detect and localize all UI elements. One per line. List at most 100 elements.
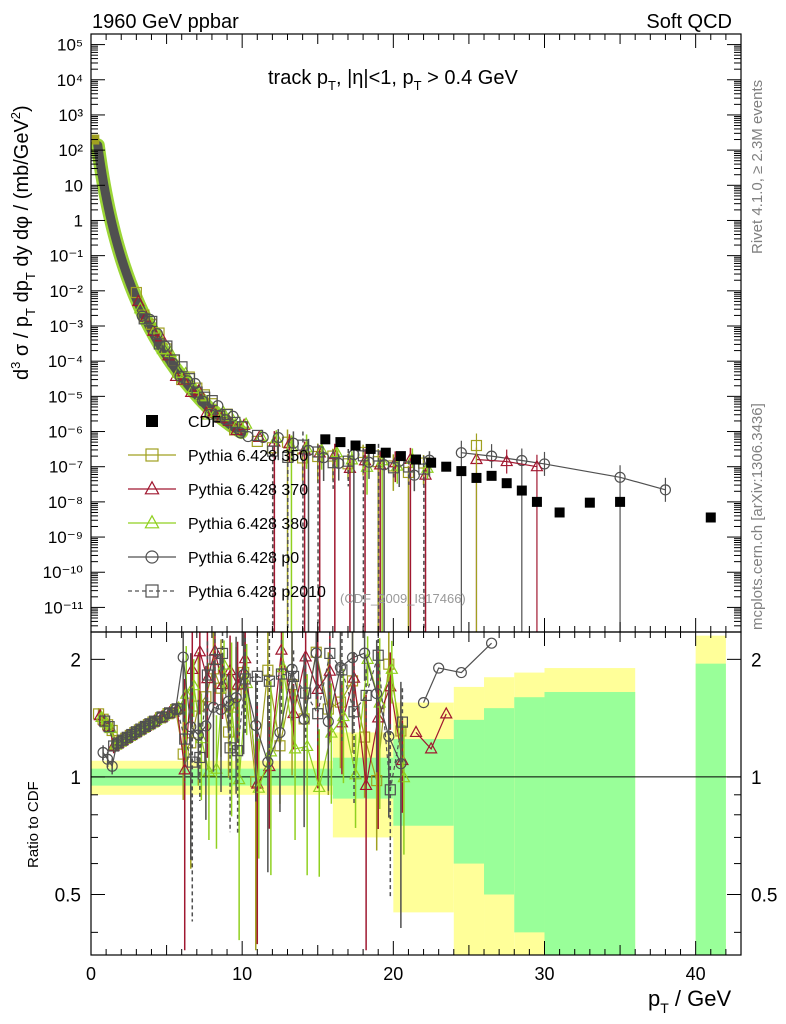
p370-tail-marker [500, 454, 514, 467]
legend-label: Pythia 6.428 370 [188, 482, 308, 499]
p2010-ratio-marker [164, 707, 176, 719]
x-tick-label: 30 [534, 964, 554, 984]
p0-ratio-marker [192, 729, 204, 741]
cdf-point [335, 437, 346, 448]
y-tick-label: 10⁻¹ [49, 247, 83, 266]
p0-ratio-marker [298, 713, 310, 725]
p0-ratio-tail-line [423, 642, 492, 703]
p370-ratio-tail [409, 706, 453, 754]
y-tick-label: 10⁻³ [49, 317, 83, 336]
p2010-marker [138, 313, 150, 325]
p0-ratio-marker [170, 704, 182, 716]
p2010-marker [153, 338, 165, 350]
p370-ratio-marker [200, 671, 214, 684]
p2010-ratio-marker [396, 716, 408, 728]
p380-ratio-marker [312, 780, 326, 793]
legend: CDF Pythia 6.428 350 Pythia 6.428 370 Pythi… [128, 414, 326, 601]
p0-ratio-tail-marker [485, 637, 498, 649]
x-tick-label: 10 [232, 964, 252, 984]
p0-tail-marker [538, 458, 551, 470]
mcplots-label: mcplots.cern.ch [arXiv:1306.3436] [749, 403, 766, 630]
p2010-marker [183, 373, 196, 385]
y-axis-title: d3 σ / pT dpT dy dφ / (mb/GeV2) [8, 105, 38, 380]
plot-frames [90, 33, 742, 956]
p2010-ratio-marker [103, 721, 115, 733]
ratio-series-p2010 [99, 632, 408, 922]
y-tick-label: 10⁻⁸ [48, 493, 83, 512]
p2010-ratio-marker [209, 653, 221, 666]
cdf-point [554, 507, 565, 518]
ratio-tick-label-left: 0.5 [55, 886, 81, 907]
series-p2010 [138, 313, 430, 632]
band-inner-4 [484, 708, 515, 895]
y-tick-label: 10² [58, 141, 83, 160]
p2010-marker [214, 410, 226, 422]
p0-ratio-marker [222, 695, 235, 707]
legend-label: Pythia 6.428 p2010 [188, 584, 326, 601]
p0-tail-marker [516, 454, 528, 467]
y-tick-label: 10⁵ [57, 36, 83, 55]
legend-item: Pythia 6.428 p2010 [128, 584, 326, 601]
p380-ratio-marker [349, 767, 363, 780]
p0-ratio-tail [417, 637, 498, 709]
legend-marker-p350 [145, 448, 159, 462]
p2010-ratio-marker [251, 670, 263, 682]
y-tick-label: 10⁴ [57, 71, 83, 90]
y-tick-label: 10⁻⁴ [48, 352, 83, 371]
tick-labels: 0 10 20 30 40 10⁻¹¹ 10⁻¹⁰ 10⁻⁹ 10⁻⁸ 10⁻⁷ 10⁻⁶ 10⁻⁵ 1… [43, 36, 778, 984]
p370-ratio-marker [359, 778, 373, 791]
p2010-marker [388, 462, 400, 474]
cdf-point [501, 478, 512, 489]
mc-curves [90, 134, 672, 951]
p0-ratio-marker [359, 647, 371, 659]
pythia-380-band [90, 138, 249, 440]
p2010-marker [146, 315, 158, 328]
p2010-ratio-marker [201, 669, 213, 681]
p370-ratio-marker [193, 644, 207, 657]
legend-label: Pythia 6.428 350 [188, 448, 308, 465]
p0-ratio-marker [310, 647, 322, 659]
p0-ratio-marker [106, 760, 118, 772]
legend-item: CDF [146, 414, 221, 431]
ratio-tick-label-right: 2 [751, 650, 762, 671]
cdf-point [531, 496, 542, 507]
p0-ratio-marker [383, 730, 395, 742]
p2010-ratio-marker [275, 668, 288, 680]
p2010-ratio-marker [324, 647, 336, 660]
band-inner-6 [544, 691, 636, 955]
legend-marker-cdf [146, 415, 158, 427]
p0-ratio-tail-marker [455, 666, 467, 679]
y-tick-label: 10 [64, 176, 83, 195]
cdf-point [516, 485, 527, 496]
p370-ratio-tail-marker [424, 741, 438, 754]
p380-marker [300, 440, 314, 453]
p2010-ratio-marker [300, 687, 312, 699]
p380-marker [133, 301, 147, 314]
p2010-marker [342, 455, 354, 467]
y-tick-label: 10⁻⁵ [48, 387, 83, 406]
p0-ratio-marker [200, 720, 212, 732]
p0-tail [455, 440, 672, 632]
legend-label: CDF [188, 414, 221, 431]
p2010-marker [221, 408, 233, 421]
legend-marker-p380 [144, 514, 160, 529]
p2010-marker [251, 429, 264, 442]
main-frame [90, 33, 742, 633]
p2010-marker [236, 421, 249, 433]
cdf-point [320, 434, 331, 445]
p370-ratio-marker [371, 710, 385, 723]
p2010-marker [267, 445, 279, 457]
y-tick-label: 10⁻⁹ [48, 528, 83, 547]
p0-ratio-marker [215, 703, 227, 716]
legend-item: Pythia 6.428 370 [128, 480, 308, 499]
p380-marker [232, 414, 246, 427]
cdf-point [584, 497, 595, 508]
x-axis-title: pT / GeV [648, 986, 731, 1016]
band-inner-3 [453, 719, 485, 864]
legend-marker-p370 [144, 480, 160, 495]
header-left: 1960 GeV ppbar [92, 11, 239, 33]
cdf-point [426, 457, 437, 468]
legend-item: Pythia 6.428 p0 [128, 550, 299, 567]
cdf-point [615, 496, 626, 507]
